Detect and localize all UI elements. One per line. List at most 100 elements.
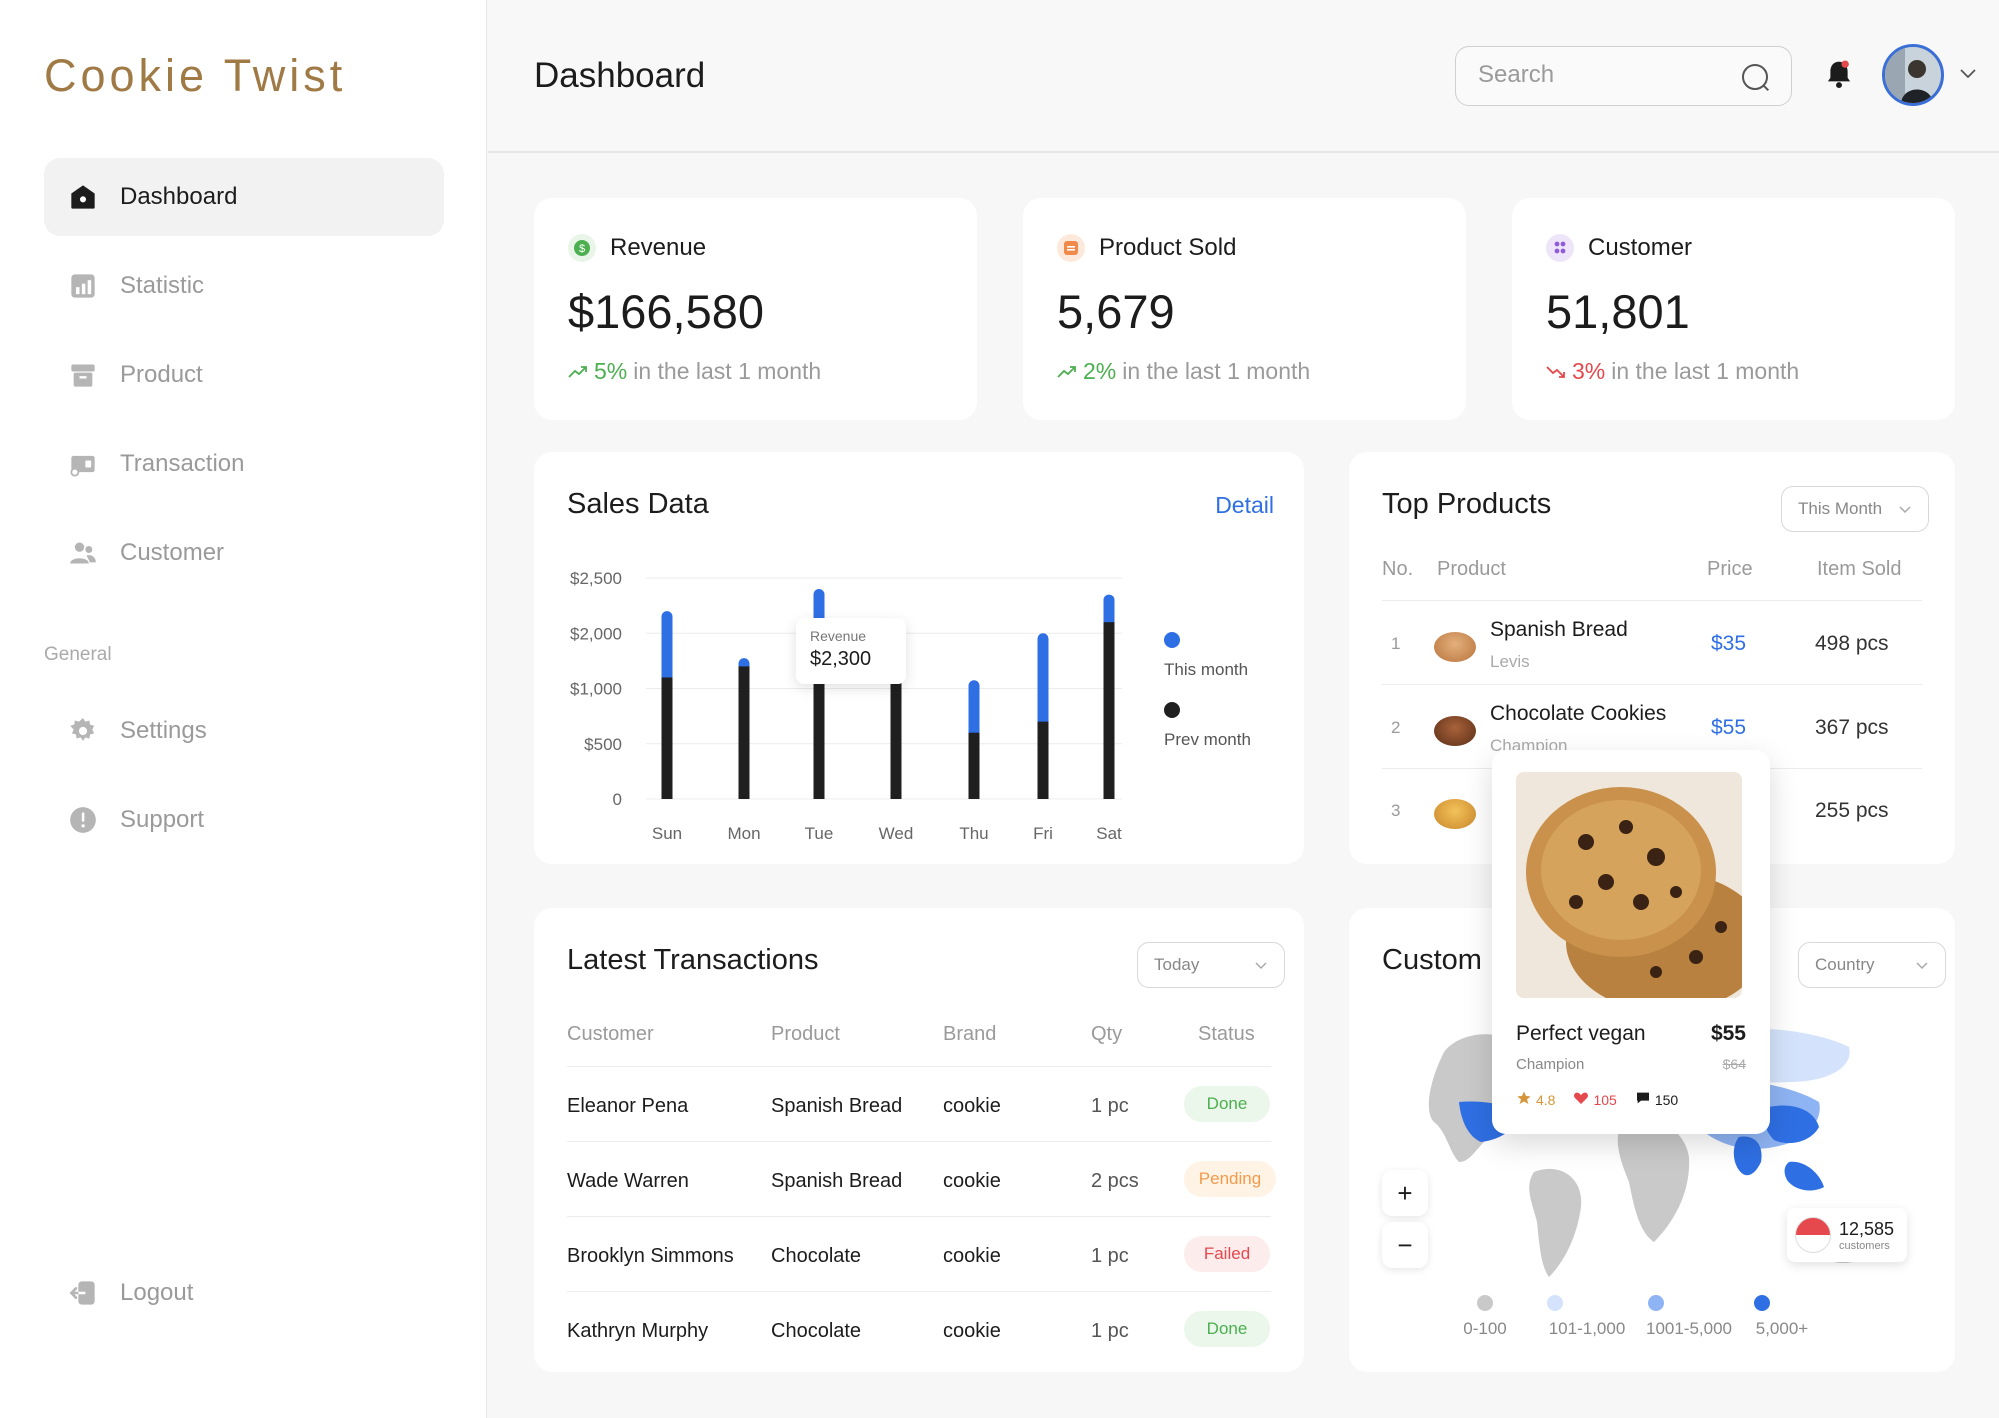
- zoom-in-button[interactable]: +: [1382, 1170, 1428, 1216]
- sidebar-item-product[interactable]: Product: [44, 336, 444, 414]
- gear-icon: [68, 716, 98, 746]
- card-title: Sales Data: [567, 488, 709, 520]
- logout-label: Logout: [120, 1279, 194, 1306]
- sidebar-item-transaction[interactable]: Transaction: [44, 425, 444, 503]
- stat-title: Product Sold: [1057, 234, 1236, 262]
- popup-old-price: $64: [1722, 1056, 1746, 1072]
- country-filter[interactable]: Country: [1798, 942, 1946, 988]
- legend-dot: [1648, 1295, 1664, 1311]
- trend-up-icon: [568, 358, 588, 385]
- col-header: No.: [1382, 558, 1414, 580]
- archive-icon: [68, 360, 98, 390]
- col-header: Qty: [1091, 1023, 1123, 1045]
- popup-stats: 4.8 105 150: [1516, 1090, 1678, 1109]
- sidebar-item-dashboard[interactable]: Dashboard: [44, 158, 444, 236]
- bar-prev-month[interactable]: [1103, 622, 1115, 799]
- col-header: Price: [1707, 558, 1753, 580]
- zoom-out-button[interactable]: −: [1382, 1222, 1428, 1268]
- bar-prev-month[interactable]: [890, 671, 902, 799]
- sidebar-item-label: Statistic: [120, 272, 205, 299]
- customer-card: Customer 51,801 3% in the last 1 month: [1512, 198, 1955, 420]
- bar-prev-month[interactable]: [968, 732, 980, 799]
- latest-transactions-card: Latest Transactions Today Customer Produ…: [534, 908, 1304, 1372]
- stat-title: $ Revenue: [568, 234, 706, 262]
- product-thumbnail: [1434, 799, 1476, 829]
- bar-prev-month[interactable]: [661, 677, 673, 799]
- svg-text:$: $: [579, 243, 585, 255]
- sidebar: Cookie Twist Dashboard Statistic Product…: [0, 0, 487, 1418]
- sidebar-item-statistic[interactable]: Statistic: [44, 247, 444, 325]
- divider: [567, 1141, 1271, 1142]
- notification-bell-icon[interactable]: [1824, 58, 1854, 95]
- search-icon[interactable]: [1739, 61, 1771, 98]
- popup-product-price: $55: [1710, 1022, 1746, 1045]
- status-badge: Done: [1184, 1311, 1270, 1347]
- popup-product-name: Perfect vegan: [1516, 1022, 1646, 1045]
- status-badge: Done: [1184, 1086, 1270, 1122]
- transactions-filter[interactable]: Today: [1137, 942, 1285, 988]
- product-name: Spanish Bread: [1490, 618, 1628, 641]
- x-tick-label: Mon: [727, 824, 760, 843]
- items-sold: 255 pcs: [1815, 799, 1889, 822]
- x-tick-label: Tue: [805, 824, 834, 843]
- col-header: Status: [1198, 1023, 1255, 1045]
- brand-name: cookie: [943, 1170, 1001, 1192]
- wallet-icon: [68, 449, 98, 479]
- legend-dot: [1164, 632, 1180, 648]
- stat-delta: 5% in the last 1 month: [568, 358, 821, 385]
- users-icon: [68, 538, 98, 568]
- bar-prev-month[interactable]: [1037, 721, 1049, 799]
- stat-delta: 2% in the last 1 month: [1057, 358, 1310, 385]
- brand-name: cookie: [943, 1095, 1001, 1117]
- stat-suffix: in the last 1 month: [1611, 358, 1800, 384]
- legend-label: 1001-5,000: [1645, 1319, 1733, 1338]
- x-tick-label: Sat: [1096, 824, 1122, 843]
- search-input[interactable]: [1456, 47, 1706, 103]
- legend-this-month: This month: [1164, 632, 1248, 680]
- quantity: 1 pc: [1091, 1320, 1129, 1342]
- card-title: Latest Transactions: [567, 944, 819, 976]
- col-header: Customer: [567, 1023, 654, 1045]
- row-number: 1: [1391, 634, 1401, 653]
- items-sold: 367 pcs: [1815, 716, 1889, 739]
- product-photo: [1516, 772, 1742, 998]
- product-brand: Levis: [1490, 652, 1530, 671]
- badge-label: customers: [1839, 1239, 1890, 1252]
- row-number: 3: [1391, 801, 1401, 820]
- sidebar-item-support[interactable]: Support: [44, 781, 444, 859]
- chevron-down-icon: [1254, 955, 1268, 975]
- col-header: Item Sold: [1817, 558, 1902, 580]
- card-title: Custom: [1382, 944, 1482, 976]
- col-header: Brand: [943, 1023, 997, 1045]
- top-products-filter[interactable]: This Month: [1781, 486, 1929, 532]
- popup-product-brand: Champion: [1516, 1056, 1585, 1073]
- likes-value: 105: [1593, 1091, 1617, 1108]
- chevron-down-icon[interactable]: [1958, 66, 1978, 85]
- quantity: 1 pc: [1091, 1095, 1129, 1117]
- detail-link[interactable]: Detail: [1215, 492, 1274, 518]
- page-title: Dashboard: [534, 56, 706, 95]
- sidebar-item-settings[interactable]: Settings: [44, 692, 444, 770]
- sidebar-item-customer[interactable]: Customer: [44, 514, 444, 592]
- sidebar-item-label: Support: [120, 806, 205, 833]
- legend-dot: [1164, 702, 1180, 718]
- product-thumbnail: [1434, 716, 1476, 746]
- nav-section-label: General: [44, 644, 112, 665]
- product-name: Spanish Bread: [771, 1095, 903, 1117]
- avatar[interactable]: [1882, 44, 1944, 106]
- customer-name: Eleanor Pena: [567, 1095, 689, 1117]
- customer-name: Brooklyn Simmons: [567, 1245, 734, 1267]
- sidebar-item-label: Product: [120, 361, 203, 388]
- customer-name: Wade Warren: [567, 1170, 689, 1192]
- logout-button[interactable]: Logout: [44, 1254, 444, 1332]
- product-name: Spanish Bread: [771, 1170, 903, 1192]
- bar-prev-month[interactable]: [738, 666, 750, 799]
- stat-suffix: in the last 1 month: [633, 358, 822, 384]
- stat-title: Customer: [1546, 234, 1692, 262]
- divider: [1382, 684, 1922, 685]
- trend-down-icon: [1546, 358, 1566, 385]
- comments-value: 150: [1654, 1091, 1679, 1108]
- brand-logo: Cookie Twist: [44, 50, 347, 101]
- product-preview-popup[interactable]: Perfect vegan $55 Champion $64 4.8 105 1…: [1492, 750, 1770, 1134]
- bar-prev-month[interactable]: [813, 627, 825, 799]
